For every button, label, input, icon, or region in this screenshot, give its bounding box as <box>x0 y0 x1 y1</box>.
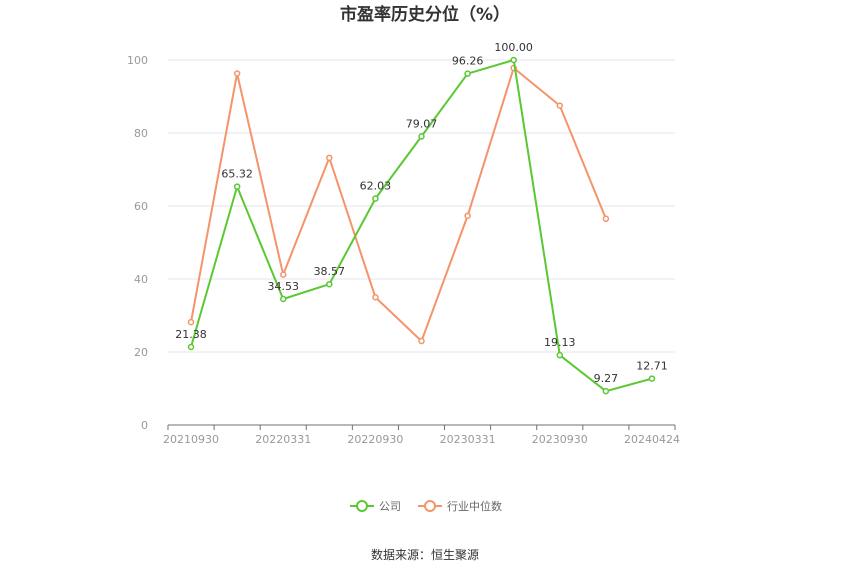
company-point <box>279 295 287 303</box>
x-tick-label: 20220930 <box>347 433 403 446</box>
y-tick-label: 0 <box>141 419 148 432</box>
data-source: 数据来源：恒生聚源 <box>371 547 479 562</box>
legend-label: 公司 <box>379 500 401 513</box>
y-axis: 0 20 40 60 80 100 <box>127 54 148 432</box>
x-tick-label: 20220331 <box>255 433 311 446</box>
company-point <box>510 56 517 64</box>
legend-item-industry-median[interactable]: 行业中位数 <box>418 499 502 513</box>
company-data-label: 65.32 <box>221 168 253 181</box>
industry-median-series-line <box>190 67 607 343</box>
company-point <box>326 280 333 288</box>
grid-lines <box>168 59 675 353</box>
legend-marker <box>356 500 368 512</box>
company-data-label: 79.07 <box>406 117 438 130</box>
company-point <box>464 70 471 77</box>
industry-median-point <box>602 215 610 223</box>
company-data-label: 34.53 <box>267 280 299 293</box>
y-tick-label: 100 <box>127 54 148 67</box>
company-data-label: 9.27 <box>594 372 619 385</box>
legend-item-company[interactable]: 公司 <box>350 500 401 513</box>
industry-median-point <box>326 154 333 162</box>
chart-title: 市盈率历史分位（%） <box>340 4 510 25</box>
industry-median-point <box>187 318 195 326</box>
x-tick-label: 20230331 <box>440 433 496 446</box>
industry-median-point <box>372 294 379 301</box>
company-data-label: 96.26 <box>452 55 484 68</box>
company-data-label: 19.13 <box>544 336 576 349</box>
company-point <box>418 133 425 140</box>
x-tick-label: 20230930 <box>532 433 588 446</box>
x-tick-label: 20210930 <box>163 433 219 446</box>
company-data-label: 100.00 <box>494 41 533 54</box>
data-labels: 21.38 65.32 34.53 38.57 62.03 79.07 96.26 100.0… <box>175 41 667 385</box>
company-point <box>187 343 195 351</box>
legend-marker <box>424 500 436 512</box>
x-axis: 20210930 20220331 20220930 20230331 20230930… <box>163 424 680 446</box>
y-tick-label: 80 <box>134 127 148 140</box>
company-data-label: 12.71 <box>636 360 668 373</box>
company-data-label: 21.38 <box>175 328 207 341</box>
company-point <box>602 387 610 395</box>
series-layer <box>187 56 656 395</box>
y-tick-label: 60 <box>134 200 148 213</box>
industry-median-point <box>418 337 425 345</box>
y-tick-label: 20 <box>134 346 148 359</box>
industry-median-point <box>233 70 241 77</box>
legend-label: 行业中位数 <box>447 499 502 513</box>
company-data-label: 38.57 <box>314 265 346 278</box>
industry-median-point <box>464 212 471 220</box>
company-point <box>648 375 656 382</box>
industry-median-point <box>556 102 564 109</box>
company-point <box>233 183 241 190</box>
company-data-label: 62.03 <box>360 180 392 193</box>
company-point <box>556 351 564 359</box>
x-tick-label: 20240424 <box>624 433 680 446</box>
y-tick-label: 40 <box>134 273 148 286</box>
legend[interactable]: 公司 行业中位数 <box>350 499 502 513</box>
company-point <box>372 195 379 202</box>
industry-median-point <box>279 271 287 278</box>
